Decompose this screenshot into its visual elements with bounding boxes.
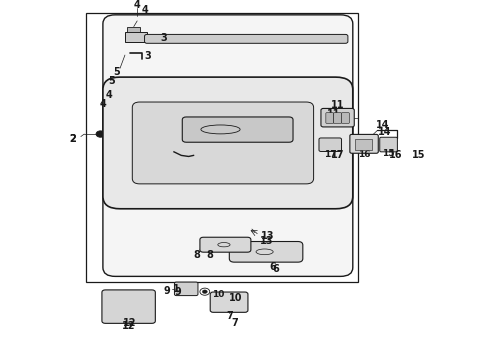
Text: 17: 17 (324, 150, 337, 159)
FancyBboxPatch shape (334, 113, 342, 123)
Text: 4: 4 (105, 90, 112, 100)
Text: 12: 12 (123, 318, 137, 328)
Text: 10: 10 (229, 293, 243, 303)
FancyBboxPatch shape (200, 237, 251, 252)
FancyBboxPatch shape (350, 134, 378, 153)
Bar (125, 32, 147, 41)
Circle shape (121, 298, 126, 302)
Bar (127, 27, 140, 32)
FancyBboxPatch shape (210, 292, 248, 312)
Bar (86, 13, 358, 282)
Text: 6: 6 (272, 264, 279, 274)
Text: 4: 4 (134, 0, 141, 10)
Circle shape (202, 290, 207, 293)
Text: 15: 15 (382, 149, 395, 158)
Circle shape (134, 16, 141, 21)
Circle shape (110, 314, 116, 318)
Circle shape (387, 143, 390, 145)
Text: 14: 14 (378, 127, 392, 137)
Text: 2: 2 (69, 134, 76, 144)
Text: 7: 7 (226, 311, 233, 320)
Circle shape (121, 306, 126, 310)
Text: 14: 14 (375, 120, 389, 130)
Text: 13: 13 (261, 231, 275, 241)
Circle shape (131, 306, 137, 310)
Text: 13: 13 (260, 236, 273, 246)
FancyBboxPatch shape (174, 282, 198, 296)
Text: 5: 5 (113, 67, 120, 77)
Text: 3: 3 (145, 51, 151, 61)
Text: 4: 4 (141, 5, 148, 14)
FancyBboxPatch shape (132, 102, 314, 184)
FancyBboxPatch shape (321, 108, 354, 127)
Text: 7: 7 (232, 318, 239, 328)
FancyBboxPatch shape (342, 113, 349, 123)
FancyBboxPatch shape (326, 113, 334, 123)
FancyBboxPatch shape (103, 77, 353, 209)
FancyBboxPatch shape (103, 15, 353, 276)
Text: 15: 15 (412, 150, 426, 161)
Text: 6: 6 (269, 262, 276, 272)
Text: 1: 1 (173, 284, 180, 294)
Text: 12: 12 (122, 321, 135, 331)
FancyBboxPatch shape (182, 117, 293, 142)
Text: 9: 9 (164, 286, 171, 296)
Circle shape (137, 36, 143, 40)
Text: 9: 9 (174, 287, 181, 297)
Text: 10: 10 (212, 291, 224, 300)
Circle shape (142, 314, 148, 318)
Circle shape (142, 298, 148, 302)
Text: 8: 8 (206, 250, 213, 260)
Circle shape (131, 298, 137, 302)
Text: 11: 11 (326, 109, 340, 120)
Text: 2: 2 (69, 134, 76, 144)
Circle shape (243, 226, 252, 232)
FancyBboxPatch shape (380, 137, 397, 152)
Circle shape (387, 140, 390, 142)
Circle shape (127, 36, 133, 40)
Circle shape (128, 79, 135, 84)
Circle shape (121, 314, 126, 318)
Circle shape (110, 298, 116, 302)
Text: 17: 17 (331, 150, 345, 161)
Text: 5: 5 (108, 76, 115, 86)
Circle shape (110, 306, 116, 310)
Circle shape (387, 147, 390, 149)
Bar (355, 139, 372, 150)
FancyBboxPatch shape (229, 242, 303, 262)
Text: 11: 11 (331, 100, 344, 110)
Text: 8: 8 (193, 250, 200, 260)
Circle shape (142, 306, 148, 310)
FancyBboxPatch shape (319, 138, 342, 152)
Text: 16: 16 (389, 150, 403, 161)
Circle shape (131, 314, 137, 318)
Text: 16: 16 (358, 150, 370, 159)
Text: 1: 1 (173, 284, 180, 294)
FancyBboxPatch shape (145, 35, 348, 43)
FancyBboxPatch shape (102, 290, 155, 323)
Text: 3: 3 (160, 33, 167, 43)
Text: 4: 4 (100, 99, 107, 109)
Circle shape (96, 131, 105, 137)
